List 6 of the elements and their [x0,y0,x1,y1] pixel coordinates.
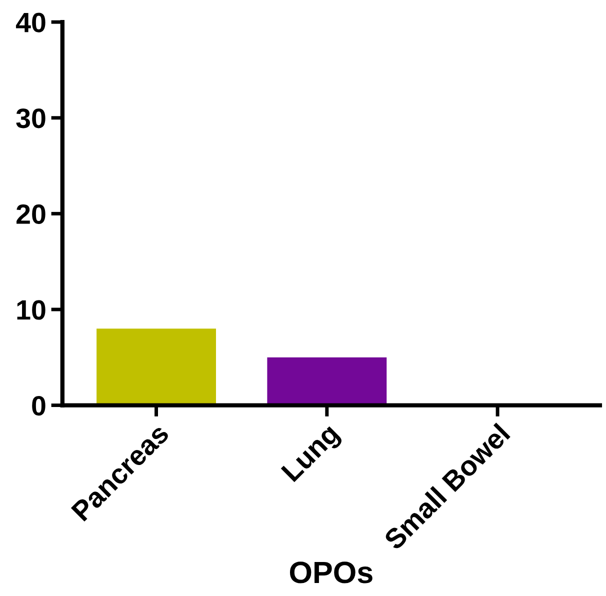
y-tick-label: 20 [16,204,46,224]
y-tick-label: 0 [32,396,46,416]
y-tick-label: 40 [16,12,46,32]
x-axis-title: OPOs [290,562,372,584]
y-tick-label: 30 [16,108,46,128]
y-tick-label: 10 [17,300,46,320]
